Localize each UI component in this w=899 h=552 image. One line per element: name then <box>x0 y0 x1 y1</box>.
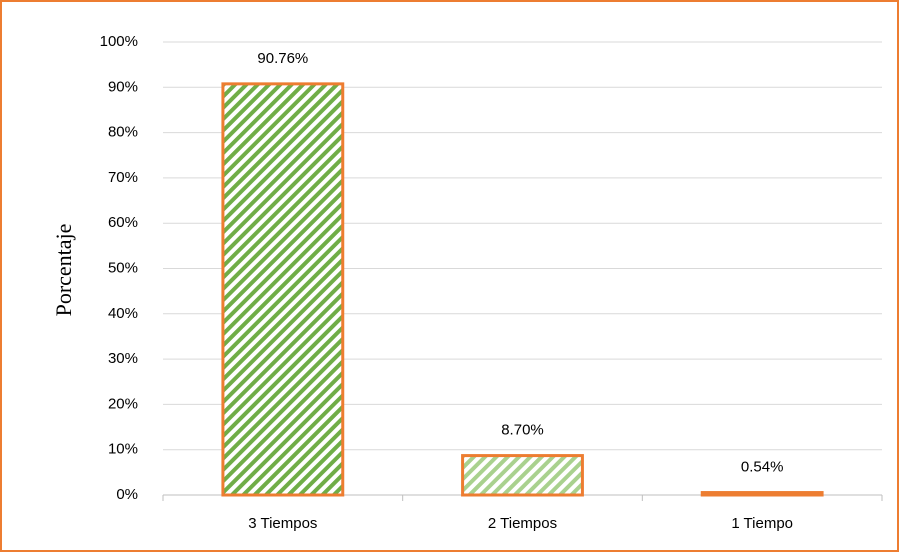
y-tick-label: 20% <box>108 395 138 412</box>
y-axis-label: Porcentaje <box>51 224 76 317</box>
bar <box>221 82 345 497</box>
data-label: 8.70% <box>501 422 544 439</box>
y-tick-label: 60% <box>108 214 138 231</box>
y-tick-label: 70% <box>108 169 138 186</box>
x-tick-label: 2 Tiempos <box>488 515 557 532</box>
y-tick-label: 0% <box>116 486 138 503</box>
y-tick-label: 50% <box>108 259 138 276</box>
bar <box>700 491 824 497</box>
data-label: 0.54% <box>741 459 784 476</box>
y-tick-label: 10% <box>108 441 138 458</box>
y-tick-label: 40% <box>108 305 138 322</box>
data-label: 90.76% <box>257 50 308 67</box>
x-tick-label: 1 Tiempo <box>731 515 793 532</box>
x-tick-label: 3 Tiempos <box>248 515 317 532</box>
y-tick-label: 80% <box>108 124 138 141</box>
bar <box>461 454 584 497</box>
y-tick-label: 100% <box>100 33 138 50</box>
y-tick-label: 30% <box>108 350 138 367</box>
y-tick-label: 90% <box>108 78 138 95</box>
